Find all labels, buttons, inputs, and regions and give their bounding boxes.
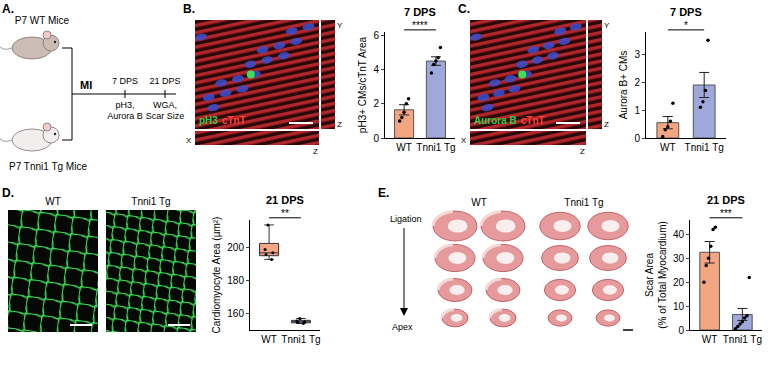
svg-text:****: **** xyxy=(412,20,428,31)
svg-text:200: 200 xyxy=(227,242,244,253)
svg-text:pH3+ CMs/cTnT Area: pH3+ CMs/cTnT Area xyxy=(357,36,368,133)
svg-text:Tnni1 Tg: Tnni1 Tg xyxy=(281,334,320,345)
svg-text:Aurora B: Aurora B xyxy=(107,111,143,121)
svg-text:Tnni1 Tg: Tnni1 Tg xyxy=(723,334,762,345)
svg-text:Z: Z xyxy=(337,120,342,129)
svg-text:3: 3 xyxy=(634,49,640,60)
svg-text:Y: Y xyxy=(337,21,343,30)
svg-text:7 DPS: 7 DPS xyxy=(670,6,702,18)
svg-text:Z: Z xyxy=(313,147,318,156)
svg-text:Apex: Apex xyxy=(392,322,413,332)
svg-text:Ligation: Ligation xyxy=(390,214,422,224)
svg-text:Tnni1 Tg: Tnni1 Tg xyxy=(416,142,455,153)
svg-text:1: 1 xyxy=(634,105,640,116)
svg-text:160: 160 xyxy=(227,308,244,319)
svg-text:*: * xyxy=(684,20,688,31)
svg-text:WT: WT xyxy=(45,196,61,207)
svg-text:X: X xyxy=(186,136,192,145)
svg-text:Aurora BcTnT: Aurora BcTnT xyxy=(474,115,545,126)
svg-text:7 DPS: 7 DPS xyxy=(112,76,138,86)
svg-text:Z: Z xyxy=(580,147,585,156)
svg-text:Aurora B+ CMs: Aurora B+ CMs xyxy=(618,51,629,120)
svg-text:0: 0 xyxy=(678,325,684,336)
svg-text:2: 2 xyxy=(634,77,640,88)
svg-text:WT: WT xyxy=(261,334,277,345)
svg-text:Scar Size: Scar Size xyxy=(146,111,185,121)
svg-text:C.: C. xyxy=(458,2,470,16)
svg-text:Y: Y xyxy=(604,21,610,30)
svg-text:X: X xyxy=(461,136,467,145)
svg-text:6: 6 xyxy=(373,30,379,41)
svg-text:20: 20 xyxy=(673,277,685,288)
svg-text:21 DPS: 21 DPS xyxy=(149,76,180,86)
svg-text:2: 2 xyxy=(373,98,379,109)
svg-text:21 DPS: 21 DPS xyxy=(266,194,304,206)
svg-text:WT: WT xyxy=(471,197,487,208)
svg-text:4: 4 xyxy=(373,64,379,75)
svg-text:**: ** xyxy=(281,208,289,219)
svg-text:B.: B. xyxy=(183,2,195,16)
svg-text:pH3,: pH3, xyxy=(115,100,134,110)
svg-text:WT: WT xyxy=(660,142,676,153)
svg-text:WGA,: WGA, xyxy=(153,100,177,110)
svg-text:0: 0 xyxy=(373,133,379,144)
svg-text:Tnni1 Tg: Tnni1 Tg xyxy=(131,196,170,207)
svg-text:P7 WT Mice: P7 WT Mice xyxy=(15,15,70,26)
svg-text:10: 10 xyxy=(673,301,685,312)
svg-text:P7 Tnni1 Tg Mice: P7 Tnni1 Tg Mice xyxy=(9,161,87,172)
svg-text:Z: Z xyxy=(604,120,609,129)
svg-text:7 DPS: 7 DPS xyxy=(404,6,436,18)
svg-text:30: 30 xyxy=(673,253,685,264)
svg-text:40: 40 xyxy=(673,229,685,240)
svg-text:21 DPS: 21 DPS xyxy=(707,194,745,206)
svg-text:WT: WT xyxy=(396,142,412,153)
svg-text:180: 180 xyxy=(227,275,244,286)
svg-text:D.: D. xyxy=(2,186,14,200)
svg-text:pH3cTnT: pH3cTnT xyxy=(199,115,246,126)
svg-text:Cardiomyocyte Area (µm²): Cardiomyocyte Area (µm²) xyxy=(211,217,222,334)
svg-text:***: *** xyxy=(720,208,732,219)
svg-text:E.: E. xyxy=(378,186,389,200)
svg-text:MI: MI xyxy=(80,79,92,91)
svg-text:A.: A. xyxy=(2,2,14,16)
svg-text:Scar Area(% of Total Myocardiu: Scar Area(% of Total Myocardium) xyxy=(644,221,668,329)
svg-text:Tnni1 Tg: Tnni1 Tg xyxy=(564,197,603,208)
svg-text:Tnni1 Tg: Tnni1 Tg xyxy=(685,142,724,153)
svg-text:0: 0 xyxy=(634,133,640,144)
svg-text:WT: WT xyxy=(702,334,718,345)
